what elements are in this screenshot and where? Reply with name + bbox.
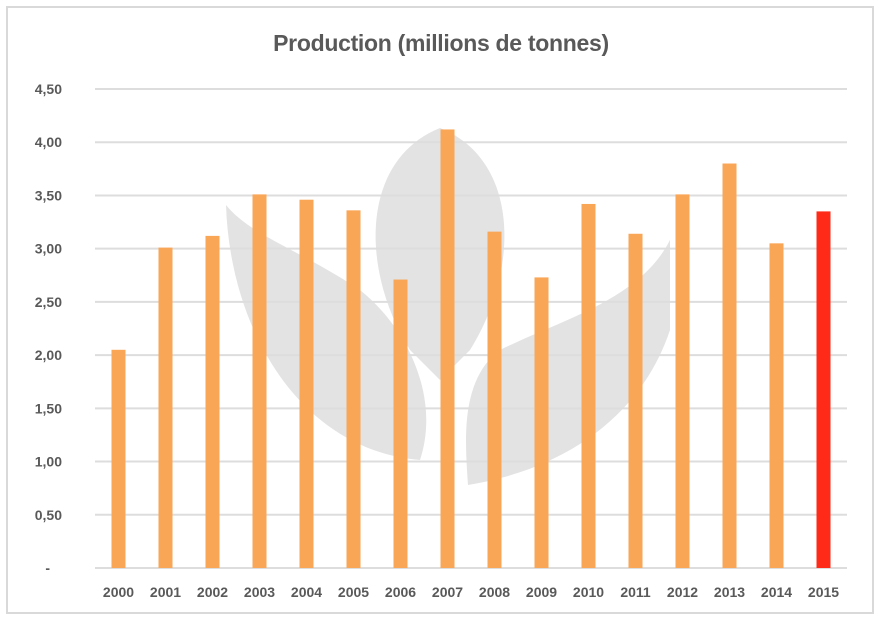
bar-2009 bbox=[534, 277, 549, 568]
y-tick-label: 4,50 bbox=[35, 81, 62, 97]
x-tick-label: 2015 bbox=[808, 584, 839, 600]
y-tick-label: 1,50 bbox=[35, 400, 62, 416]
x-axis-ticks: 2000 2001 2002 2003 2004 2005 2006 2007 2008 2009… bbox=[103, 584, 839, 600]
bar-2014 bbox=[769, 243, 784, 568]
bar-2002 bbox=[205, 235, 220, 569]
x-tick-label: 2011 bbox=[620, 584, 651, 600]
bar-2004 bbox=[299, 199, 314, 569]
x-tick-label: 2013 bbox=[714, 584, 745, 600]
bar-2013 bbox=[722, 163, 737, 568]
bar-2015 bbox=[816, 211, 831, 568]
bar-2001 bbox=[158, 247, 173, 568]
x-tick-label: 2012 bbox=[667, 584, 698, 600]
x-tick-label: 2002 bbox=[197, 584, 228, 600]
x-tick-label: 2006 bbox=[385, 584, 416, 600]
bar-2006 bbox=[393, 279, 408, 568]
y-axis-ticks: - 0,50 1,00 1,50 2,00 2,50 3,00 3,50 4,00 4,50 bbox=[35, 81, 62, 576]
x-tick-label: 2009 bbox=[526, 584, 557, 600]
watermark-leaf-left bbox=[226, 205, 427, 460]
gridlines bbox=[95, 88, 847, 569]
bar-2012 bbox=[675, 194, 690, 568]
bar-2000 bbox=[111, 349, 126, 568]
x-tick-label: 2004 bbox=[291, 584, 322, 600]
y-tick-label: 4,00 bbox=[35, 134, 62, 150]
x-tick-label: 2014 bbox=[761, 584, 792, 600]
watermark-leaf-top bbox=[375, 128, 505, 380]
bar-2003 bbox=[252, 194, 267, 568]
y-tick-label: 3,50 bbox=[35, 187, 62, 203]
x-tick-label: 2007 bbox=[432, 584, 463, 600]
x-tick-label: 2005 bbox=[338, 584, 369, 600]
x-tick-label: 2010 bbox=[573, 584, 604, 600]
x-tick-label: 2000 bbox=[103, 584, 134, 600]
x-tick-label: 2003 bbox=[244, 584, 275, 600]
y-tick-label: 1,00 bbox=[35, 454, 62, 470]
y-tick-label: - bbox=[45, 560, 50, 576]
y-tick-label: 2,50 bbox=[35, 294, 62, 310]
x-tick-label: 2001 bbox=[150, 584, 181, 600]
chart-title: Production (millions de tonnes) bbox=[273, 30, 609, 56]
bar-2008 bbox=[487, 231, 502, 568]
bar-2007 bbox=[440, 129, 455, 568]
bar-2010 bbox=[581, 203, 596, 568]
y-tick-label: 2,00 bbox=[35, 347, 62, 363]
bar-2005 bbox=[346, 210, 361, 568]
bar-2011 bbox=[628, 233, 643, 568]
bars bbox=[111, 129, 831, 569]
y-tick-label: 3,00 bbox=[35, 241, 62, 257]
x-tick-label: 2008 bbox=[479, 584, 510, 600]
y-tick-label: 0,50 bbox=[35, 507, 62, 523]
